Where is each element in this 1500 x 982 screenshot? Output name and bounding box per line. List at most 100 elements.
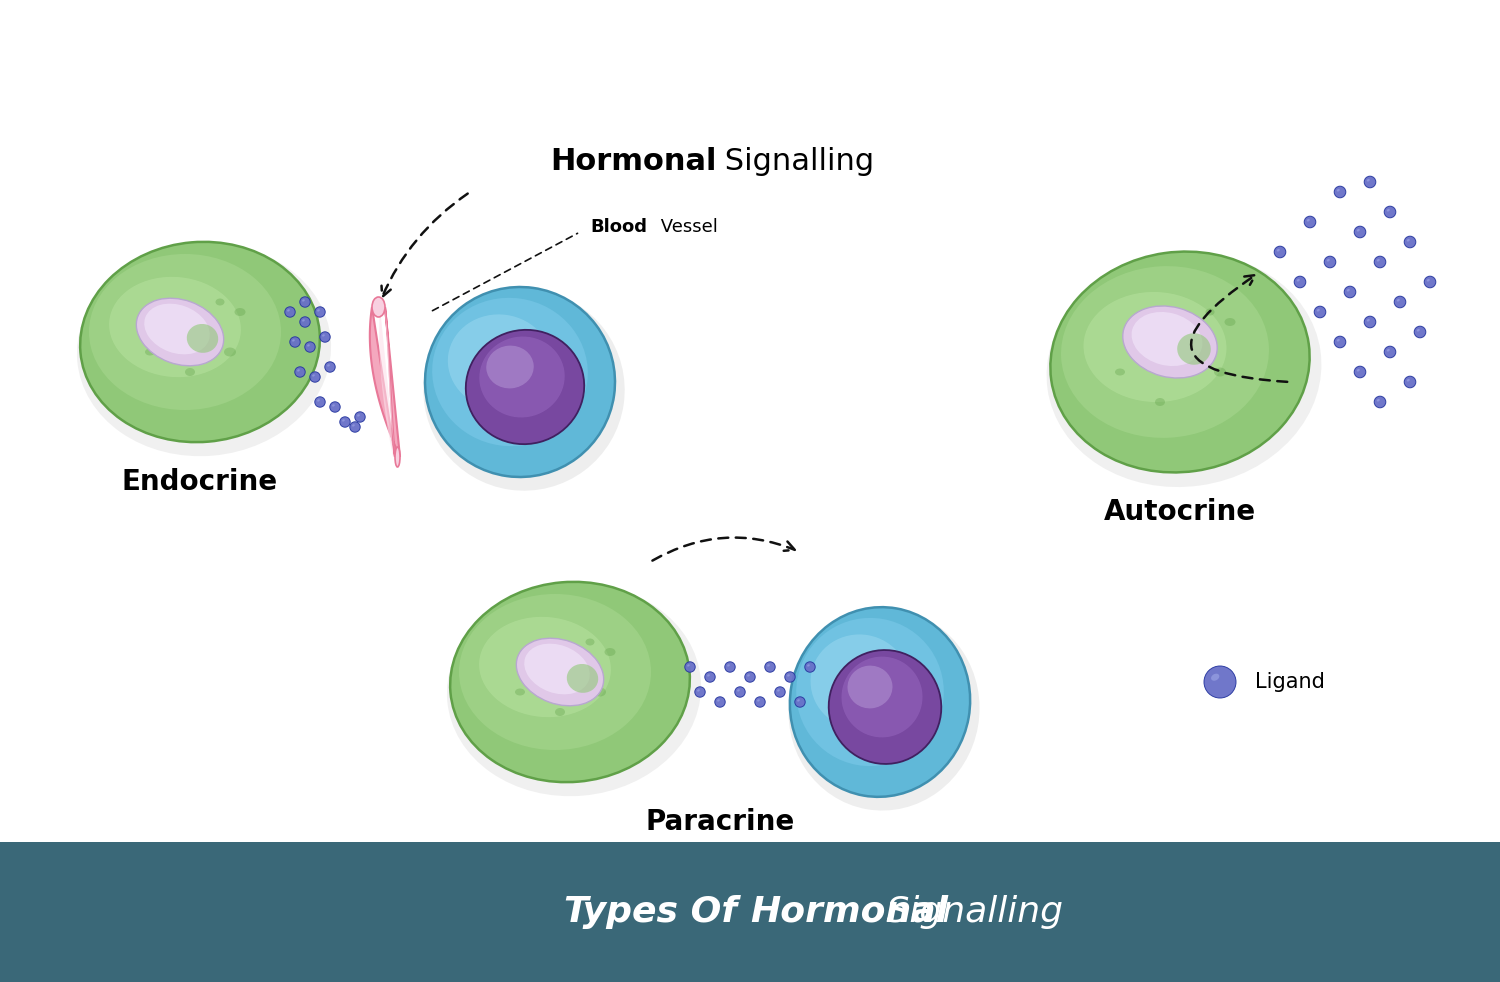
Ellipse shape: [1396, 299, 1400, 301]
Ellipse shape: [1114, 368, 1125, 375]
Ellipse shape: [736, 689, 740, 691]
Ellipse shape: [1214, 367, 1225, 376]
Ellipse shape: [1178, 333, 1210, 364]
Ellipse shape: [790, 607, 970, 796]
Ellipse shape: [478, 617, 610, 717]
Circle shape: [1404, 237, 1416, 247]
Ellipse shape: [352, 424, 356, 426]
Ellipse shape: [1426, 279, 1430, 282]
Ellipse shape: [88, 254, 280, 410]
Ellipse shape: [1132, 327, 1148, 337]
Ellipse shape: [1210, 674, 1219, 681]
Ellipse shape: [308, 345, 310, 347]
Ellipse shape: [847, 666, 892, 708]
Ellipse shape: [164, 317, 177, 327]
Text: Signalling: Signalling: [716, 147, 874, 177]
Ellipse shape: [706, 675, 710, 677]
Ellipse shape: [302, 300, 304, 301]
Ellipse shape: [357, 414, 360, 416]
Circle shape: [1384, 206, 1396, 218]
Ellipse shape: [585, 638, 594, 645]
Circle shape: [1414, 326, 1426, 338]
Ellipse shape: [480, 337, 564, 417]
Circle shape: [1324, 256, 1336, 268]
Ellipse shape: [234, 308, 246, 316]
Ellipse shape: [1336, 339, 1340, 342]
Ellipse shape: [76, 244, 332, 457]
Circle shape: [1354, 366, 1366, 378]
Ellipse shape: [286, 309, 290, 311]
Circle shape: [765, 662, 776, 673]
Ellipse shape: [796, 618, 944, 766]
Circle shape: [716, 697, 724, 707]
Text: Types Of: Types Of: [564, 895, 750, 929]
Circle shape: [1304, 216, 1316, 228]
Text: Hormonal: Hormonal: [550, 147, 717, 177]
Circle shape: [1344, 286, 1356, 298]
Ellipse shape: [1298, 279, 1300, 282]
Circle shape: [724, 662, 735, 673]
Ellipse shape: [1358, 229, 1360, 232]
Ellipse shape: [1306, 219, 1310, 222]
Ellipse shape: [1206, 308, 1215, 315]
Ellipse shape: [1317, 309, 1320, 311]
Circle shape: [310, 372, 320, 382]
Circle shape: [315, 306, 326, 317]
Ellipse shape: [807, 664, 810, 667]
Ellipse shape: [1388, 349, 1390, 352]
Ellipse shape: [1366, 179, 1370, 182]
Ellipse shape: [555, 708, 566, 716]
Circle shape: [1424, 276, 1436, 288]
Ellipse shape: [1050, 251, 1310, 472]
Ellipse shape: [604, 648, 615, 656]
Ellipse shape: [828, 650, 942, 764]
Ellipse shape: [423, 290, 624, 491]
Circle shape: [340, 416, 350, 427]
Ellipse shape: [322, 334, 326, 337]
Circle shape: [304, 342, 315, 353]
Ellipse shape: [789, 610, 980, 810]
Ellipse shape: [224, 348, 236, 356]
Circle shape: [795, 697, 806, 707]
Ellipse shape: [1224, 318, 1236, 326]
Ellipse shape: [146, 349, 154, 355]
Circle shape: [326, 361, 334, 372]
Ellipse shape: [532, 657, 548, 667]
Ellipse shape: [516, 638, 603, 706]
Ellipse shape: [1276, 249, 1280, 251]
Circle shape: [754, 697, 765, 707]
Circle shape: [776, 686, 784, 697]
Circle shape: [1314, 306, 1326, 318]
Text: Ligand: Ligand: [1256, 672, 1324, 692]
Ellipse shape: [717, 699, 720, 701]
Ellipse shape: [447, 584, 700, 796]
Ellipse shape: [1347, 289, 1350, 292]
Circle shape: [1374, 396, 1386, 408]
Ellipse shape: [188, 324, 218, 353]
Circle shape: [1354, 226, 1366, 238]
Circle shape: [290, 337, 300, 348]
Ellipse shape: [1388, 209, 1390, 211]
Ellipse shape: [728, 664, 730, 667]
Ellipse shape: [332, 405, 334, 407]
Circle shape: [694, 686, 705, 697]
Circle shape: [300, 297, 310, 307]
Circle shape: [735, 686, 746, 697]
Ellipse shape: [312, 374, 315, 376]
Ellipse shape: [1336, 189, 1340, 191]
Ellipse shape: [372, 297, 386, 317]
Ellipse shape: [594, 687, 606, 696]
Ellipse shape: [342, 419, 345, 421]
Circle shape: [686, 662, 694, 673]
Ellipse shape: [316, 309, 320, 311]
Circle shape: [746, 672, 754, 682]
Circle shape: [1334, 336, 1346, 348]
Circle shape: [1394, 297, 1406, 307]
Ellipse shape: [1124, 306, 1216, 378]
Ellipse shape: [1377, 399, 1380, 402]
Circle shape: [285, 306, 296, 317]
Circle shape: [300, 317, 310, 327]
Circle shape: [1294, 276, 1306, 288]
Ellipse shape: [766, 664, 770, 667]
Circle shape: [1364, 316, 1376, 328]
